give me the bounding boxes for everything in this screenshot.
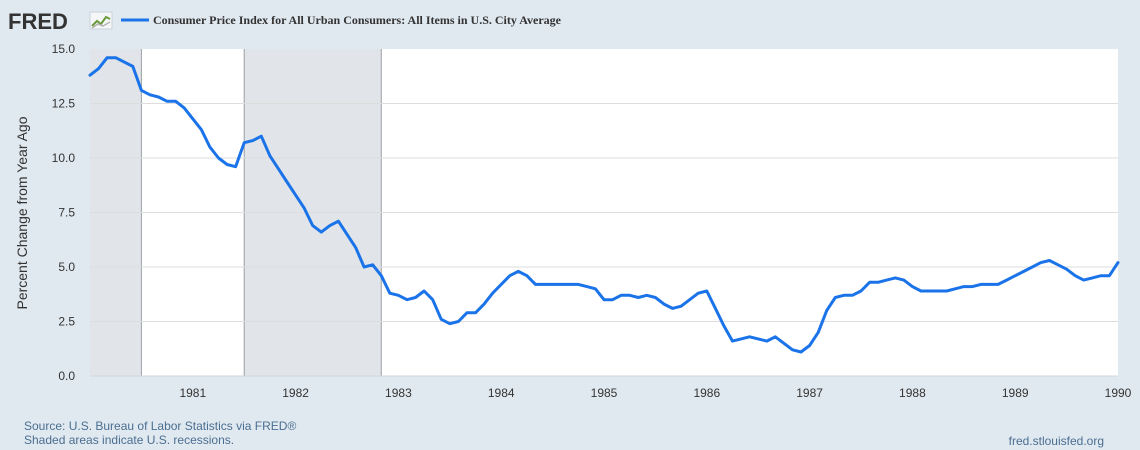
x-tick-label: 1988 — [899, 386, 926, 400]
x-tick-label: 1990 — [1105, 386, 1132, 400]
fred-logo[interactable]: FRED — [8, 9, 113, 34]
y-tick-label: 5.0 — [58, 260, 75, 274]
x-tick-label: 1987 — [796, 386, 823, 400]
legend[interactable]: Consumer Price Index for All Urban Consu… — [121, 13, 562, 27]
y-axis-ticks: 0.0 2.5 5.0 7.5 10.0 12.5 15.0 — [52, 42, 76, 383]
y-tick-label: 0.0 — [58, 369, 75, 383]
x-tick-label: 1983 — [385, 386, 412, 400]
x-axis-ticks: 1981 1982 1983 1984 1985 1986 1987 1988 1989 1990 — [179, 386, 1131, 400]
series-line-cpi[interactable] — [88, 56, 1120, 354]
x-tick-label: 1985 — [591, 386, 618, 400]
legend-label: Consumer Price Index for All Urban Consu… — [153, 13, 562, 27]
source-note: Source: U.S. Bureau of Labor Statistics … — [24, 419, 297, 433]
x-tick-label: 1989 — [1002, 386, 1029, 400]
y-tick-label: 7.5 — [58, 206, 75, 220]
fred-logo-text: FRED — [8, 9, 68, 34]
y-tick-label: 2.5 — [58, 315, 75, 329]
gridlines — [90, 103, 1118, 377]
x-tick-label: 1986 — [693, 386, 720, 400]
recession-note: Shaded areas indicate U.S. recessions. — [24, 433, 235, 447]
sparkline-chart-icon — [89, 11, 113, 30]
series-group — [88, 56, 1120, 354]
y-tick-label: 12.5 — [52, 97, 76, 111]
y-tick-label: 10.0 — [52, 151, 76, 165]
x-tick-label: 1981 — [179, 386, 206, 400]
y-tick-label: 15.0 — [52, 42, 76, 56]
y-axis-title: Percent Change from Year Ago — [14, 116, 30, 309]
site-link[interactable]: fred.stlouisfed.org — [1008, 434, 1104, 448]
x-tick-label: 1982 — [282, 386, 309, 400]
footer-notes: Source: U.S. Bureau of Labor Statistics … — [24, 419, 296, 447]
x-tick-label: 1984 — [488, 386, 515, 400]
